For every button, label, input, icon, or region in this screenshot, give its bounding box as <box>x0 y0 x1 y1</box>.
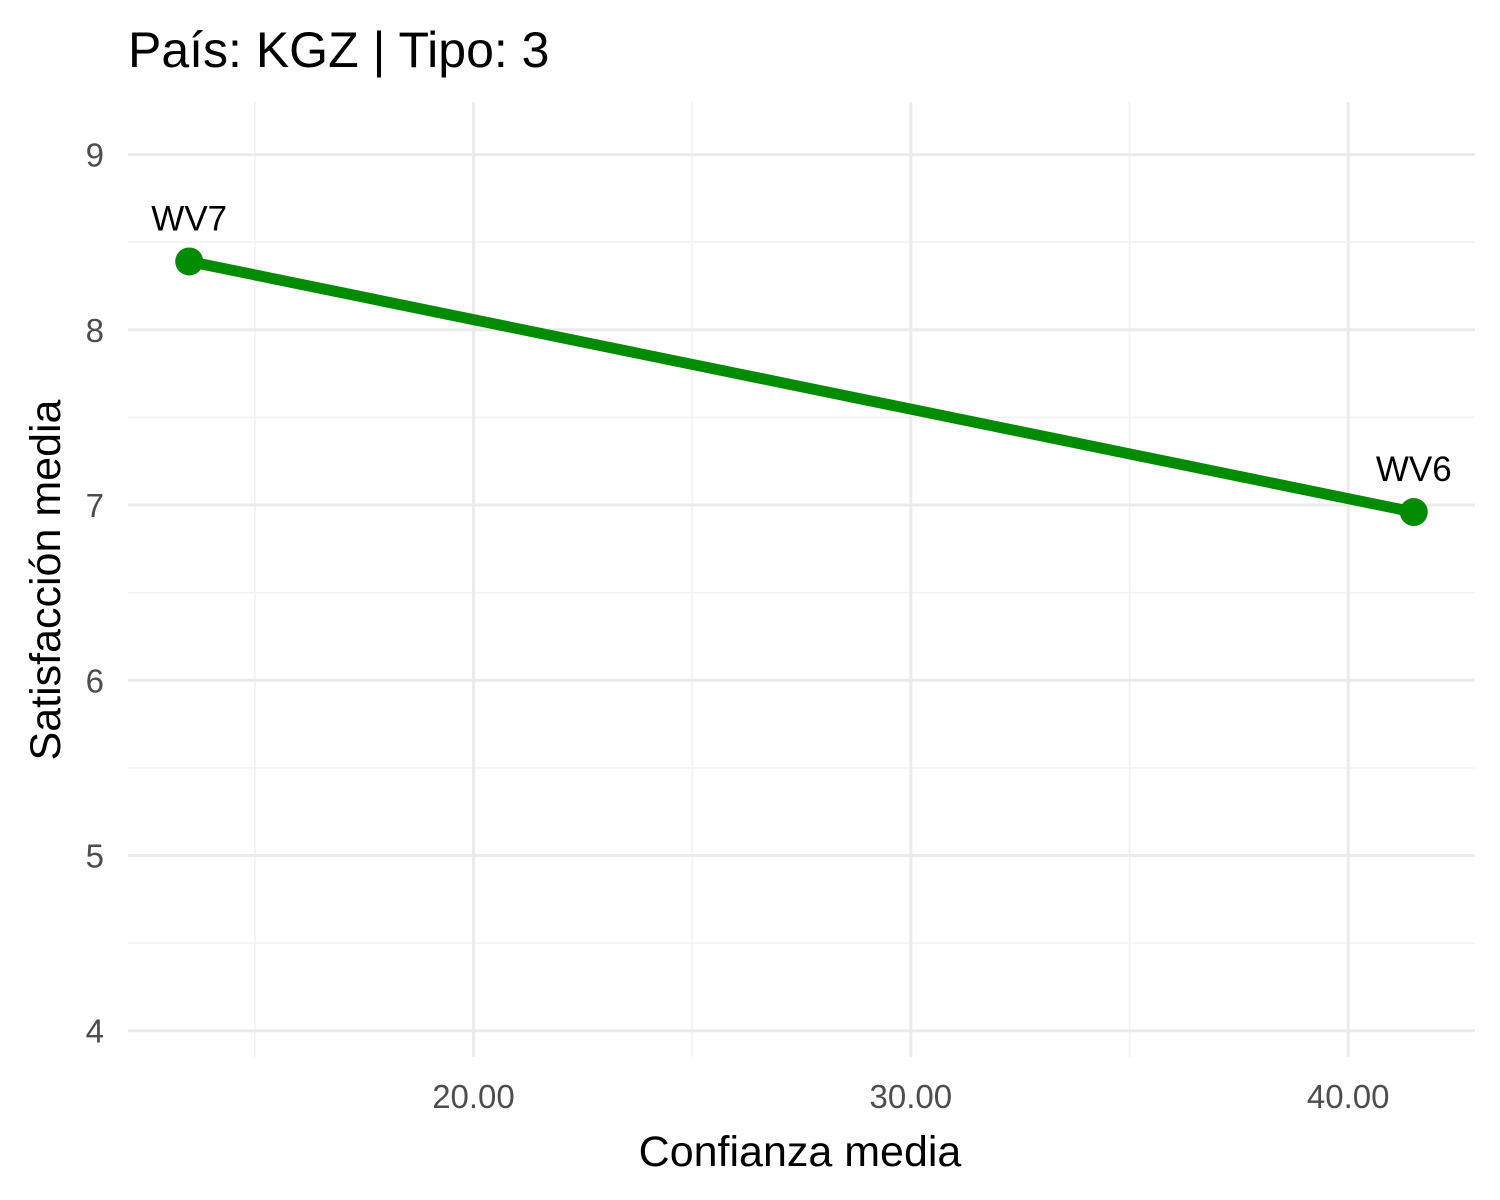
data-label-wv7: WV7 <box>151 199 227 238</box>
data-point-wv6 <box>1399 498 1428 527</box>
y-tick-label: 4 <box>86 1013 104 1050</box>
series-line-0 <box>183 255 1420 518</box>
y-axis-ticks: 4 5 6 7 8 9 <box>86 137 104 1050</box>
x-tick-label: 30.00 <box>870 1078 953 1115</box>
x-axis-title: Confianza media <box>639 1128 962 1176</box>
y-tick-label: 5 <box>86 837 104 874</box>
chart-title: País: KGZ | Tipo: 3 <box>128 22 549 78</box>
y-tick-label: 8 <box>86 312 104 349</box>
grid-major <box>128 102 1475 1057</box>
y-tick-label: 9 <box>86 137 104 174</box>
series-layer: WV7 WV6 <box>151 199 1452 527</box>
y-axis-title: Satisfacción media <box>22 399 70 760</box>
x-tick-label: 20.00 <box>432 1078 515 1115</box>
x-axis-ticks: 20.00 30.00 40.00 <box>432 1078 1389 1115</box>
grid-minor <box>128 102 1475 1057</box>
data-point-wv7 <box>175 247 204 276</box>
data-label-wv6: WV6 <box>1376 450 1452 489</box>
y-tick-label: 7 <box>86 487 104 524</box>
x-tick-label: 40.00 <box>1307 1078 1390 1115</box>
y-tick-label: 6 <box>86 662 104 699</box>
